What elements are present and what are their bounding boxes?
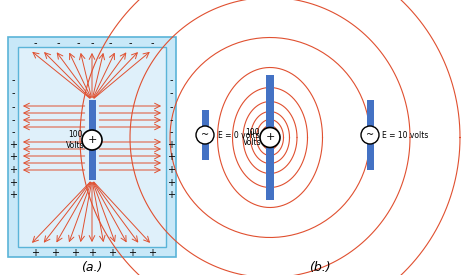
- Text: ~: ~: [201, 130, 209, 140]
- Text: +: +: [87, 135, 97, 145]
- Bar: [88, 100, 95, 180]
- Bar: [202, 110, 209, 160]
- Text: -: -: [169, 115, 173, 125]
- Text: -: -: [169, 75, 173, 85]
- Text: E = 10 volts: E = 10 volts: [382, 131, 428, 139]
- Text: +: +: [148, 248, 156, 258]
- Text: -: -: [169, 88, 173, 98]
- Text: (b.): (b.): [309, 260, 331, 274]
- Text: -: -: [150, 38, 154, 48]
- Text: +: +: [167, 178, 175, 188]
- Circle shape: [361, 126, 379, 144]
- Bar: [367, 100, 374, 170]
- Text: +: +: [167, 152, 175, 162]
- Text: -: -: [33, 38, 37, 48]
- Text: -: -: [11, 115, 15, 125]
- Text: -: -: [11, 75, 15, 85]
- Text: +: +: [51, 248, 59, 258]
- Text: ~: ~: [366, 130, 374, 140]
- Text: +: +: [9, 152, 17, 162]
- Text: +: +: [71, 248, 79, 258]
- Text: +: +: [128, 248, 136, 258]
- Text: +: +: [265, 133, 274, 142]
- Text: -: -: [169, 127, 173, 137]
- Bar: [18, 47, 166, 247]
- Text: +: +: [31, 248, 39, 258]
- Circle shape: [82, 130, 102, 150]
- Text: +: +: [9, 178, 17, 188]
- Text: +: +: [9, 190, 17, 200]
- Text: (a.): (a.): [81, 260, 102, 274]
- Circle shape: [196, 126, 214, 144]
- Text: +: +: [167, 190, 175, 200]
- Text: +: +: [167, 140, 175, 150]
- Text: -: -: [169, 102, 173, 112]
- Bar: [266, 75, 274, 200]
- Text: -: -: [11, 88, 15, 98]
- Text: +: +: [9, 140, 17, 150]
- Circle shape: [260, 128, 280, 147]
- Text: +: +: [9, 165, 17, 175]
- Text: -: -: [56, 38, 60, 48]
- Bar: [8, 37, 176, 257]
- Text: +: +: [88, 248, 96, 258]
- Text: -: -: [11, 102, 15, 112]
- Text: +: +: [167, 165, 175, 175]
- Text: -: -: [76, 38, 80, 48]
- Text: -: -: [108, 38, 112, 48]
- Text: -: -: [11, 127, 15, 137]
- Text: +: +: [108, 248, 116, 258]
- Text: -: -: [128, 38, 132, 48]
- Text: -: -: [90, 38, 94, 48]
- Text: 100
Volts: 100 Volts: [243, 128, 261, 147]
- Text: E = 0 volts: E = 0 volts: [218, 131, 259, 139]
- Text: 100
Volts: 100 Volts: [66, 130, 84, 150]
